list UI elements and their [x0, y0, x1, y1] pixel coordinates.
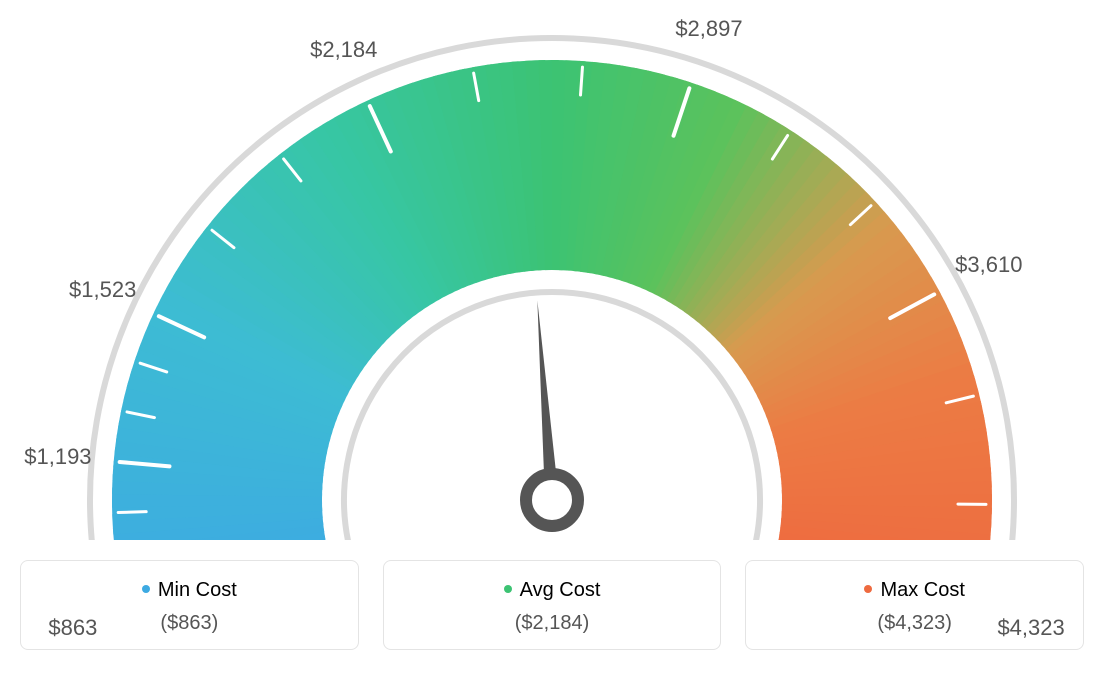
gauge-tick-label: $2,184 — [310, 37, 377, 63]
legend-avg-value: ($2,184) — [384, 612, 721, 635]
gauge-tick-label: $4,323 — [997, 615, 1064, 641]
legend-avg-title: Avg Cost — [384, 579, 721, 602]
dot-icon — [504, 585, 512, 593]
legend-min-title: Min Cost — [21, 579, 358, 602]
dot-icon — [142, 585, 150, 593]
legend-card-avg: Avg Cost ($2,184) — [383, 560, 722, 650]
legend-max-label: Max Cost — [880, 579, 964, 601]
legend-avg-label: Avg Cost — [520, 579, 601, 601]
dot-icon — [864, 585, 872, 593]
legend-max-title: Max Cost — [746, 579, 1083, 602]
gauge-tick-label: $1,193 — [24, 444, 91, 470]
gauge-tick-label: $3,610 — [955, 252, 1022, 278]
gauge-tick-label: $2,897 — [675, 16, 742, 42]
gauge-svg — [20, 20, 1084, 540]
cost-gauge-chart: $863$1,193$1,523$2,184$2,897$3,610$4,323 — [20, 20, 1084, 540]
gauge-tick-label: $863 — [48, 615, 97, 641]
legend-min-label: Min Cost — [158, 579, 237, 601]
legend-row: Min Cost ($863) Avg Cost ($2,184) Max Co… — [20, 560, 1084, 650]
gauge-tick-label: $1,523 — [69, 277, 136, 303]
